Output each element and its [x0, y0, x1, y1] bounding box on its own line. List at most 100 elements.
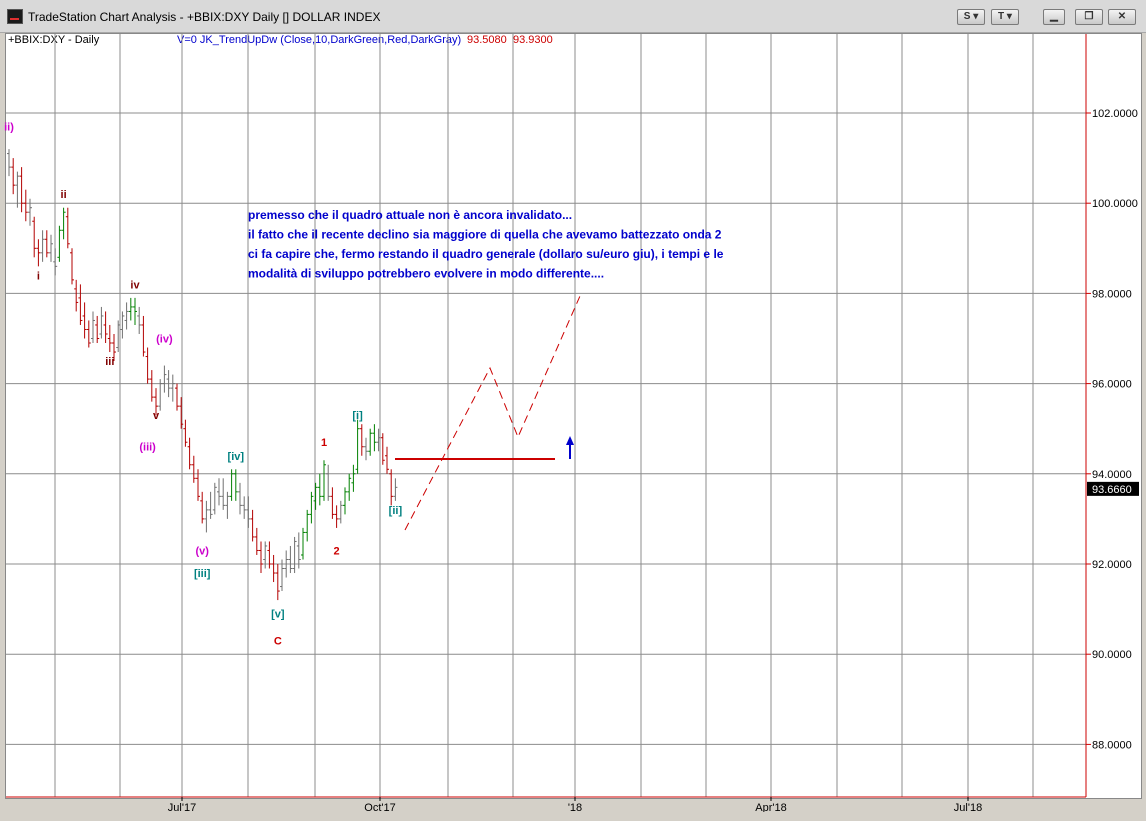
ohlc-bar: [259, 541, 263, 574]
ohlc-bar: [19, 167, 24, 213]
annotation-line: il fatto che il recente declino sia magg…: [248, 228, 722, 242]
close-button[interactable]: ✕: [1108, 9, 1136, 25]
wave-label: [v]: [271, 609, 285, 621]
ohlc-bar: [309, 491, 314, 524]
ohlc-bar: [191, 455, 196, 483]
ohlc-bar: [271, 554, 276, 583]
x-tick-label: Jul'17: [168, 802, 196, 814]
x-tick-label: Oct'17: [364, 802, 395, 814]
ohlc-bar: [86, 320, 91, 348]
ohlc-bar: [175, 383, 179, 411]
ohlc-bar: [389, 469, 394, 506]
wave-label: [iv]: [228, 451, 245, 463]
ohlc-bar: [263, 541, 268, 569]
window-title: TradeStation Chart Analysis - +BBIX:DXY …: [28, 10, 381, 24]
ohlc-bar: [170, 374, 175, 402]
ohlc-bar: [292, 536, 297, 574]
wave-label: [i]: [352, 410, 363, 422]
ohlc-bar: [376, 428, 381, 452]
ohlc-bar: [11, 158, 16, 195]
ohlc-bar: [338, 500, 343, 524]
ohlc-bar: [385, 446, 389, 474]
ohlc-bar: [116, 320, 121, 353]
ohlc-bar: [217, 478, 221, 506]
ohlc-bar: [380, 433, 385, 465]
ohlc-bar: [95, 315, 100, 344]
ohlc-bar: [355, 419, 360, 474]
wave-label: (iii): [139, 442, 156, 454]
ohlc-bar: [229, 469, 234, 501]
ohlc-bar: [158, 379, 163, 411]
ohlc-bar: [99, 306, 104, 339]
ohlc-bar: [133, 297, 137, 325]
projection-dashed-path: [404, 295, 581, 531]
ohlc-bar: [347, 473, 352, 501]
ohlc-bar: [61, 207, 66, 240]
up-arrow-head-icon: [566, 436, 574, 445]
wave-label: (iv): [156, 334, 173, 346]
ohlc-bar: [183, 419, 188, 447]
ohlc-bar: [124, 302, 129, 330]
ohlc-bar: [359, 424, 364, 456]
ohlc-bar: [128, 297, 133, 321]
s-menu-button[interactable]: S ▾: [957, 9, 985, 25]
y-tick-label: 94.0000: [1092, 469, 1132, 481]
ohlc-bar: [44, 230, 49, 258]
ohlc-bar: [280, 559, 284, 592]
ohlc-bar: [200, 491, 205, 524]
ohlc-bar: [141, 315, 146, 357]
ohlc-bar: [7, 149, 11, 177]
y-tick-label: 102.0000: [1092, 108, 1138, 120]
wave-label: i: [37, 270, 40, 282]
ohlc-bar: [187, 437, 192, 470]
ohlc-bar: [305, 509, 310, 542]
ohlc-bar: [238, 482, 242, 515]
y-tick-label: 100.0000: [1092, 198, 1138, 210]
ohlc-bar: [32, 216, 37, 258]
wave-label: ii): [4, 122, 14, 134]
ohlc-bar: [301, 527, 305, 560]
x-tick-label: Jul'18: [954, 802, 982, 814]
minimize-button[interactable]: ▁: [1043, 9, 1065, 25]
ohlc-bar: [40, 230, 45, 262]
ohlc-bar: [36, 239, 41, 267]
tradestation-app-icon: [7, 9, 23, 24]
ohlc-bar: [57, 225, 62, 262]
wave-label: 1: [321, 437, 327, 449]
chart-area[interactable]: [5, 33, 1142, 799]
wave-label: [ii]: [389, 505, 403, 517]
y-tick-label: 90.0000: [1092, 649, 1132, 661]
wave-label: 2: [334, 545, 340, 557]
ohlc-bar: [212, 482, 217, 515]
y-tick-label: 96.0000: [1092, 379, 1132, 391]
ohlc-bar: [233, 469, 238, 501]
bottom-border: [0, 812, 1146, 821]
ohlc-bar: [267, 541, 272, 569]
wave-label: C: [274, 636, 282, 648]
ohlc-bar: [53, 248, 58, 276]
ohlc-bar: [78, 284, 83, 325]
indicator-value-2: 93.9300: [513, 34, 553, 46]
ohlc-bar: [120, 311, 125, 339]
annotation-line: modalità di sviluppo potrebbero evolvere…: [248, 267, 604, 281]
x-tick-label: '18: [568, 802, 582, 814]
ohlc-bar: [343, 487, 347, 515]
wave-label: (v): [195, 545, 209, 557]
ohlc-bar: [275, 564, 280, 601]
wave-label: [iii]: [194, 568, 211, 580]
ohlc-bar: [137, 306, 142, 334]
ohlc-bar: [364, 437, 368, 461]
ohlc-bar: [351, 464, 356, 492]
restore-button[interactable]: ❐: [1075, 9, 1103, 25]
ohlc-bar: [149, 370, 154, 402]
ohlc-bar: [254, 527, 259, 555]
t-menu-button[interactable]: T ▾: [991, 9, 1019, 25]
annotation-line: premesso che il quadro attuale non è anc…: [248, 208, 572, 222]
ohlc-bar: [313, 482, 318, 510]
ohlc-bar: [91, 311, 95, 344]
ohlc-bar: [107, 324, 112, 353]
ohlc-bar: [196, 469, 200, 501]
ohlc-bar: [166, 370, 171, 398]
ohlc-bar: [103, 311, 108, 344]
